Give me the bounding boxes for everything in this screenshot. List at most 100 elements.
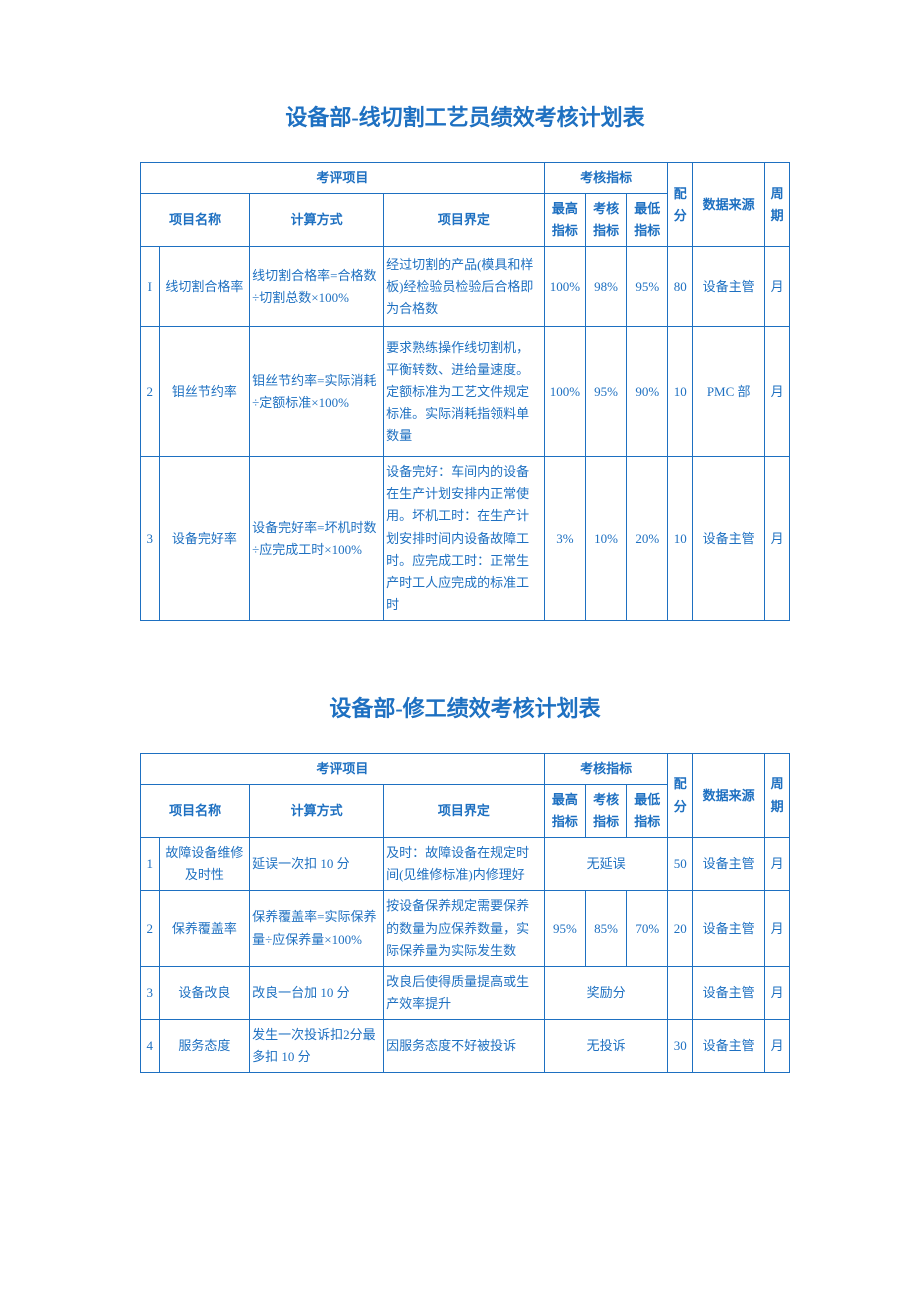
table-row: 2 保养覆盖率 保养覆盖率=实际保养量÷应保养量×100% 按设备保养规定需要保… — [141, 891, 790, 966]
cell-score: 10 — [668, 457, 693, 621]
performance-table-1: 考评项目 考核指标 配分 数据来源 周期 项目名称 计算方式 项目界定 最高指标… — [140, 162, 790, 621]
th-score: 配分 — [668, 753, 693, 837]
cell-low: 95% — [627, 247, 668, 327]
header-row-1: 考评项目 考核指标 配分 数据来源 周期 — [141, 753, 790, 784]
cell-cycle: 月 — [765, 1019, 790, 1072]
th-low: 最低指标 — [627, 194, 668, 247]
th-low: 最低指标 — [627, 785, 668, 838]
cell-name: 故障设备维修及时性 — [159, 838, 250, 891]
th-indicators: 考核指标 — [544, 753, 668, 784]
cell-idx: 3 — [141, 457, 160, 621]
table-title-1: 设备部-线切割工艺员绩效考核计划表 — [140, 100, 790, 132]
table-title-2: 设备部-修工绩效考核计划表 — [140, 691, 790, 723]
cell-name: 服务态度 — [159, 1019, 250, 1072]
th-hi: 最高指标 — [544, 194, 585, 247]
cell-merged: 奖励分 — [544, 966, 668, 1019]
cell-idx: I — [141, 247, 160, 327]
th-formula: 计算方式 — [250, 194, 384, 247]
cell-formula: 设备完好率=坏机时数÷应完成工时×100% — [250, 457, 384, 621]
cell-idx: 2 — [141, 891, 160, 966]
cell-score — [668, 966, 693, 1019]
cell-idx: 1 — [141, 838, 160, 891]
th-eval-project: 考评项目 — [141, 163, 545, 194]
cell-merged: 无投诉 — [544, 1019, 668, 1072]
cell-merged: 无延误 — [544, 838, 668, 891]
cell-hi: 100% — [544, 327, 585, 457]
th-formula: 计算方式 — [250, 785, 384, 838]
table-row: I 线切割合格率 线切割合格率=合格数÷切割总数×100% 经过切割的产品(模具… — [141, 247, 790, 327]
cell-definition: 经过切割的产品(模具和样板)经检验员检验后合格即为合格数 — [384, 247, 545, 327]
cell-score: 20 — [668, 891, 693, 966]
table-row: 4 服务态度 发生一次投诉扣2分最多扣 10 分 因服务态度不好被投诉 无投诉 … — [141, 1019, 790, 1072]
cell-score: 30 — [668, 1019, 693, 1072]
cell-name: 线切割合格率 — [159, 247, 250, 327]
th-mid: 考核指标 — [585, 785, 626, 838]
cell-definition: 改良后使得质量提高或生产效率提升 — [384, 966, 545, 1019]
table-row: 2 钼丝节约率 钼丝节约率=实际消耗÷定额标准×100% 要求熟练操作线切割机，… — [141, 327, 790, 457]
cell-definition: 按设备保养规定需要保养的数量为应保养数量，实际保养量为实际发生数 — [384, 891, 545, 966]
table-section-2: 设备部-修工绩效考核计划表 考评项目 考核指标 配分 数据来源 周期 项目名称 — [140, 691, 790, 1073]
th-indicators: 考核指标 — [544, 163, 668, 194]
cell-hi: 95% — [544, 891, 585, 966]
cell-score: 10 — [668, 327, 693, 457]
th-source: 数据来源 — [693, 163, 765, 247]
cell-cycle: 月 — [765, 838, 790, 891]
cell-score: 80 — [668, 247, 693, 327]
cell-cycle: 月 — [765, 327, 790, 457]
cell-name: 钼丝节约率 — [159, 327, 250, 457]
table-row: 3 设备完好率 设备完好率=坏机时数÷应完成工时×100% 设备完好：车间内的设… — [141, 457, 790, 621]
table-section-1: 设备部-线切割工艺员绩效考核计划表 考评项目 考核指标 配分 数据来源 周期 项… — [140, 100, 790, 621]
cell-cycle: 月 — [765, 891, 790, 966]
cell-low: 20% — [627, 457, 668, 621]
cell-definition: 及时：故障设备在规定时间(见维修标准)内修理好 — [384, 838, 545, 891]
cell-formula: 改良一台加 10 分 — [250, 966, 384, 1019]
cell-idx: 2 — [141, 327, 160, 457]
cell-source: 设备主管 — [693, 838, 765, 891]
cell-name: 设备改良 — [159, 966, 250, 1019]
cell-definition: 设备完好：车间内的设备在生产计划安排内正常使用。坏机工时：在生产计划安排时间内设… — [384, 457, 545, 621]
th-definition: 项目界定 — [384, 194, 545, 247]
cell-source: 设备主管 — [693, 247, 765, 327]
cell-cycle: 月 — [765, 247, 790, 327]
cell-name: 设备完好率 — [159, 457, 250, 621]
cell-idx: 4 — [141, 1019, 160, 1072]
table-row: 3 设备改良 改良一台加 10 分 改良后使得质量提高或生产效率提升 奖励分 设… — [141, 966, 790, 1019]
table-row: 1 故障设备维修及时性 延误一次扣 10 分 及时：故障设备在规定时间(见维修标… — [141, 838, 790, 891]
cell-formula: 发生一次投诉扣2分最多扣 10 分 — [250, 1019, 384, 1072]
cell-cycle: 月 — [765, 966, 790, 1019]
cell-mid: 95% — [585, 327, 626, 457]
header-row-1: 考评项目 考核指标 配分 数据来源 周期 — [141, 163, 790, 194]
th-project-name: 项目名称 — [141, 785, 250, 838]
cell-mid: 10% — [585, 457, 626, 621]
cell-hi: 100% — [544, 247, 585, 327]
cell-low: 90% — [627, 327, 668, 457]
th-mid: 考核指标 — [585, 194, 626, 247]
cell-cycle: 月 — [765, 457, 790, 621]
cell-mid: 98% — [585, 247, 626, 327]
th-cycle: 周期 — [765, 753, 790, 837]
cell-low: 70% — [627, 891, 668, 966]
cell-score: 50 — [668, 838, 693, 891]
th-project-name: 项目名称 — [141, 194, 250, 247]
th-hi: 最高指标 — [544, 785, 585, 838]
th-eval-project: 考评项目 — [141, 753, 545, 784]
cell-mid: 85% — [585, 891, 626, 966]
th-definition: 项目界定 — [384, 785, 545, 838]
cell-formula: 钼丝节约率=实际消耗÷定额标准×100% — [250, 327, 384, 457]
cell-hi: 3% — [544, 457, 585, 621]
performance-table-2: 考评项目 考核指标 配分 数据来源 周期 项目名称 计算方式 项目界定 最高指标… — [140, 753, 790, 1073]
cell-definition: 要求熟练操作线切割机，平衡转数、进给量速度。定额标准为工艺文件规定标准。实际消耗… — [384, 327, 545, 457]
cell-formula: 线切割合格率=合格数÷切割总数×100% — [250, 247, 384, 327]
cell-source: 设备主管 — [693, 891, 765, 966]
cell-formula: 保养覆盖率=实际保养量÷应保养量×100% — [250, 891, 384, 966]
cell-source: 设备主管 — [693, 457, 765, 621]
cell-idx: 3 — [141, 966, 160, 1019]
cell-source: 设备主管 — [693, 1019, 765, 1072]
cell-source: 设备主管 — [693, 966, 765, 1019]
cell-formula: 延误一次扣 10 分 — [250, 838, 384, 891]
cell-source: PMC 部 — [693, 327, 765, 457]
th-score: 配分 — [668, 163, 693, 247]
th-source: 数据来源 — [693, 753, 765, 837]
cell-definition: 因服务态度不好被投诉 — [384, 1019, 545, 1072]
th-cycle: 周期 — [765, 163, 790, 247]
